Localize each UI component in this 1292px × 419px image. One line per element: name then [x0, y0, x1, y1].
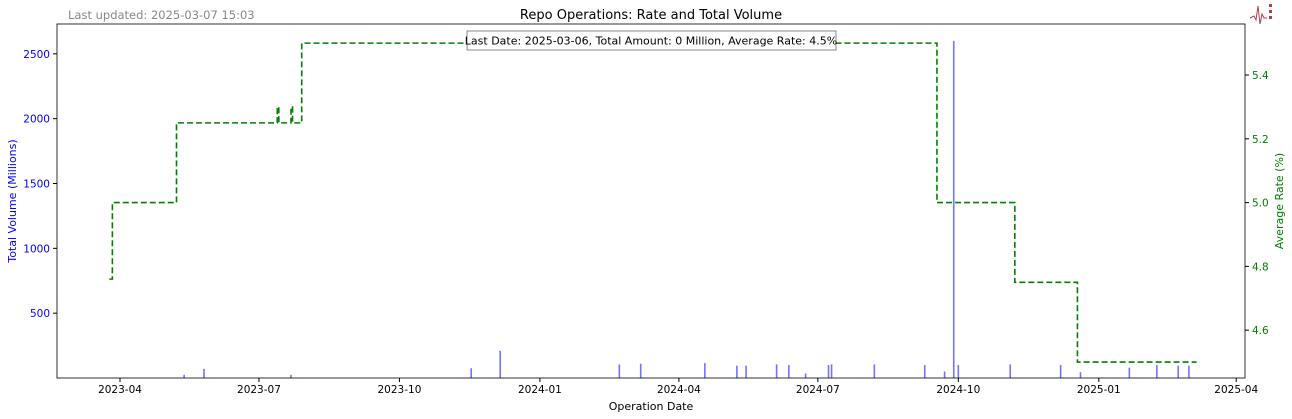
volume-bar: [470, 368, 473, 378]
y-right-tick-label: 5.2: [1252, 134, 1269, 146]
volume-bar: [736, 365, 738, 378]
y-axis-left-label: Total Volume (Millions): [6, 139, 19, 263]
x-tick-label: 2024-10: [936, 384, 980, 396]
y-left-tick-label: 1000: [23, 243, 50, 255]
annotation-box: Last Date: 2025-03-06, Total Amount: 0 M…: [465, 30, 837, 51]
volume-bar: [745, 365, 747, 378]
volume-bar: [618, 364, 621, 378]
volume-bar: [923, 365, 926, 378]
volume-bar: [804, 373, 807, 378]
volume-bar: [957, 365, 960, 378]
y-right-tick-label: 4.8: [1252, 261, 1269, 273]
volume-bar: [775, 364, 778, 378]
x-tick-label: 2025-01: [1077, 384, 1121, 396]
x-tick-label: 2023-04: [98, 384, 142, 396]
x-axis: 2023-04 2023-07 2023-10 2024-01 2024-04 2024-…: [98, 378, 1258, 396]
volume-bar: [704, 363, 706, 378]
y-axis-right: 4.6 4.8 5.0 5.2 5.4: [1245, 70, 1269, 337]
x-tick-label: 2023-10: [378, 384, 422, 396]
volume-bar: [788, 365, 790, 378]
x-axis-label: Operation Date: [609, 400, 694, 413]
volume-bar: [873, 364, 876, 378]
annotation-text: Last Date: 2025-03-06, Total Amount: 0 M…: [465, 35, 837, 48]
x-tick-label: 2024-07: [796, 384, 840, 396]
volume-bar: [943, 371, 946, 378]
last-updated: Last updated: 2025-03-07 15:03: [68, 8, 255, 22]
volume-bar: [952, 40, 955, 378]
rate-step-line: [109, 42, 1197, 363]
volume-bar: [1188, 365, 1190, 378]
y-left-tick-label: 500: [30, 308, 50, 320]
volume-bar: [1128, 367, 1131, 378]
chart-title: Repo Operations: Rate and Total Volume: [520, 8, 782, 23]
volume-bar: [203, 368, 205, 378]
volume-bar: [827, 365, 830, 378]
y-axis-left: 500 1000 1500 2000 2500: [23, 49, 57, 320]
x-tick-label: 2023-07: [237, 384, 281, 396]
x-tick-label: 2024-01: [518, 384, 562, 396]
plot-frame: [56, 23, 1246, 379]
y-axis-right-label: Average Rate (%): [1273, 153, 1286, 249]
y-right-tick-label: 5.0: [1252, 198, 1269, 210]
y-left-tick-label: 2000: [23, 114, 50, 126]
x-tick-label: 2024-04: [657, 384, 701, 396]
volume-bar: [1156, 365, 1158, 378]
volume-bar: [1059, 365, 1062, 378]
logo: [1249, 4, 1272, 25]
y-right-tick-label: 4.6: [1252, 325, 1269, 337]
volume-bar: [499, 350, 502, 378]
volume-bar: [290, 374, 292, 378]
volume-bar: [1079, 372, 1082, 378]
x-tick-label: 2025-04: [1214, 384, 1258, 396]
volume-bar: [183, 374, 185, 378]
volume-bar: [1177, 365, 1180, 378]
volume-bar: [830, 364, 833, 378]
y-left-tick-label: 2500: [23, 49, 50, 61]
y-left-tick-label: 1500: [23, 178, 50, 190]
volume-bar: [1009, 364, 1012, 378]
volume-bar: [639, 363, 642, 378]
rate-line: [109, 42, 1197, 363]
volume-bars: [183, 40, 1190, 378]
y-right-tick-label: 5.4: [1252, 70, 1269, 82]
